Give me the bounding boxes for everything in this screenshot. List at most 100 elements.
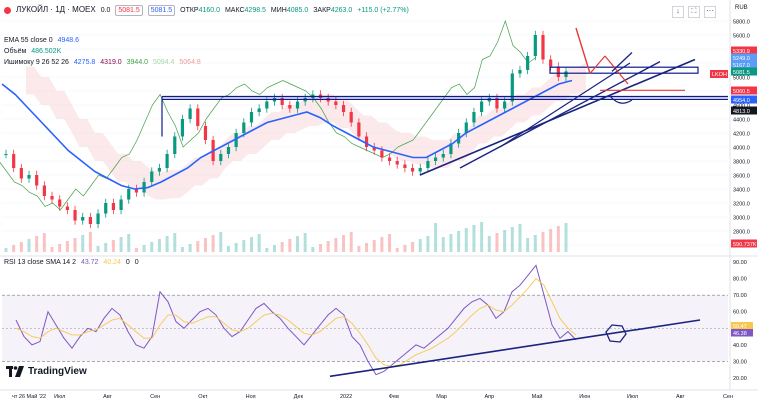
volume-bar	[50, 247, 54, 252]
rsi-tick-label: 20.00	[733, 376, 747, 382]
candle-body	[157, 168, 162, 172]
more-icon[interactable]: ⋯	[704, 6, 716, 18]
candle-body	[150, 171, 154, 182]
ichimoku-value-3: 3944.0	[126, 59, 149, 66]
volume-bar	[541, 232, 545, 252]
forecast-curve	[609, 95, 633, 104]
candle-body	[418, 168, 422, 172]
volume-bar	[288, 239, 292, 252]
candle-body	[433, 157, 438, 161]
volume-bar	[134, 248, 138, 252]
ichimoku-legend[interactable]: Ишимоку 9 26 52 26 4275.8 4319.0 3944.0 …	[4, 58, 204, 67]
candle-body	[495, 98, 499, 109]
tradingview-logo[interactable]: TradingView	[6, 366, 87, 377]
candle-body	[395, 161, 399, 165]
low-value: 4085.0	[286, 7, 309, 14]
ichimoku-label: Ишимоку 9 26 52 26	[4, 59, 69, 66]
price-box-1[interactable]: 5081.5	[115, 5, 143, 16]
candle-body	[12, 154, 16, 168]
volume-bar	[104, 243, 108, 252]
close-label: ЗАКР	[313, 7, 331, 14]
volume-bar	[157, 239, 161, 252]
volume-bar	[196, 241, 200, 252]
candle-body	[88, 217, 92, 224]
volume-bar	[426, 236, 430, 252]
price-label: 5249.0	[733, 56, 750, 62]
candle-body	[480, 101, 484, 112]
candle-body	[510, 73, 514, 102]
candle-body	[165, 154, 169, 168]
rsi-value-2: 40.24	[103, 259, 121, 266]
currency-label[interactable]: RUB	[735, 5, 748, 11]
candle-body	[364, 136, 369, 147]
price-label-bg	[731, 239, 757, 248]
rsi-tick-label: 40.00	[733, 343, 747, 349]
time-tick-label: Июл	[54, 394, 65, 400]
rsi-legend[interactable]: RSI 13 close SMA 14 2 43.72 40.24 0 0	[4, 258, 142, 267]
time-tick-label: Окт	[198, 394, 208, 400]
ohlc-values: ОТКР4160.0 МАКС4298.5 МИН4085.0 ЗАКР4263…	[180, 7, 412, 14]
time-tick-label: Ноя	[246, 394, 256, 400]
symbol-title[interactable]: ЛУКОЙЛ · 1Д · MOEX	[15, 5, 96, 14]
candle-body	[556, 66, 560, 77]
open-value: 4160.0	[198, 7, 221, 14]
candle-body	[564, 71, 568, 77]
time-tick-label: Апр	[484, 394, 494, 400]
candle-body	[173, 136, 177, 154]
ema-legend[interactable]: EMA 55 close 0 4948.6	[4, 36, 82, 45]
price-tick-label: 2800.0	[733, 230, 750, 236]
price-tick-label: 5000.0	[733, 76, 750, 82]
rsi-tick-label: 60.00	[733, 310, 747, 316]
trend-line	[459, 60, 661, 169]
rsi-label: RSI 13 close SMA 14 2	[4, 259, 76, 266]
arrow-down-icon[interactable]: ↓	[672, 6, 684, 18]
price-box-2[interactable]: 5081.5	[147, 5, 176, 16]
candle-body	[518, 70, 522, 74]
rsi-value-4: 0	[134, 259, 139, 266]
price-tick-label: 5800.0	[733, 20, 750, 26]
volume-bar	[403, 245, 407, 252]
time-tick-label: Дек	[294, 394, 304, 400]
rsi-label-bg	[731, 329, 753, 337]
time-tick-label: Сен	[150, 394, 160, 400]
candle-body	[503, 101, 507, 109]
candle-body	[81, 217, 85, 221]
volume-bar	[480, 222, 484, 252]
fullscreen-icon[interactable]: ⛶	[688, 6, 700, 18]
volume-bar	[342, 235, 346, 252]
price-label: 5081.5	[733, 70, 750, 76]
volume-bar	[549, 229, 553, 252]
price-label-bg	[731, 46, 757, 55]
price-tick-label: 3400.0	[733, 188, 750, 194]
red-drawing-line	[589, 55, 606, 74]
rsi-value-label: 50.47	[733, 324, 747, 330]
volume-bar	[242, 240, 246, 252]
candle-body	[234, 133, 238, 147]
price-label-bg	[731, 60, 757, 69]
rsi-tick-label: 90.00	[733, 260, 747, 266]
volume-legend[interactable]: Объём 486.502K	[4, 47, 64, 56]
price-label-bg	[731, 106, 757, 115]
candle-body	[219, 154, 223, 161]
time-tick-label: Июл	[627, 394, 638, 400]
candle-body	[35, 175, 39, 186]
candle-body	[19, 168, 23, 179]
chart-toolbar: ↓ ⛶ ⋯	[672, 6, 716, 18]
volume-bar	[19, 242, 23, 252]
rsi-line	[15, 264, 577, 376]
volume-bar	[73, 238, 77, 252]
candle-body	[449, 143, 453, 154]
price-label: 4813.0	[733, 109, 750, 115]
ichimoku-value-2: 4319.0	[100, 59, 122, 66]
candle-body	[541, 35, 545, 60]
rsi-value-1: 43.72	[80, 259, 99, 266]
volume-bar	[150, 242, 154, 252]
rsi-trend-line	[329, 319, 701, 378]
volume-bar	[219, 232, 223, 252]
candle-body	[196, 108, 200, 126]
volume-bar	[311, 247, 315, 252]
price-label-bg	[731, 67, 757, 76]
volume-bar	[127, 234, 131, 252]
price-label: 4954.0	[733, 98, 750, 104]
